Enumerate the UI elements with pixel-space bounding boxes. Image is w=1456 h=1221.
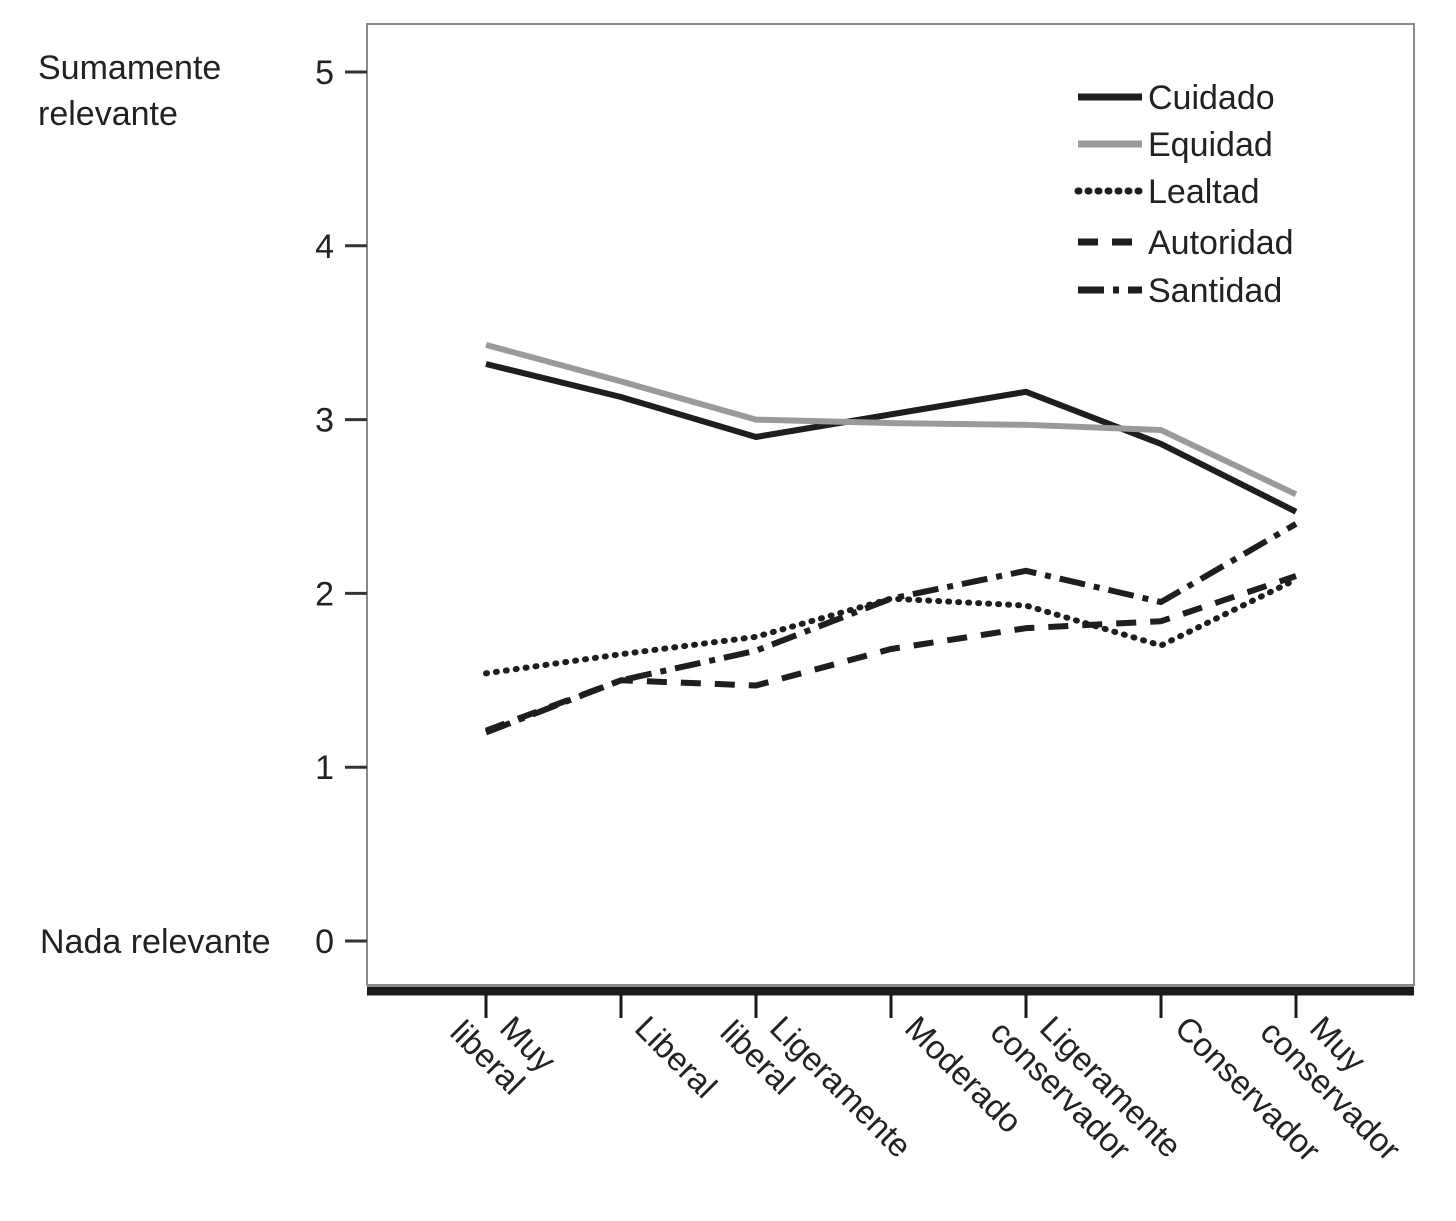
y-top-label-line-2: relevante xyxy=(38,95,178,133)
x-category-label-line: Liberal xyxy=(628,1009,724,1105)
x-category-label: Muyliberal xyxy=(444,986,564,1106)
y-tick-label: 1 xyxy=(315,749,334,787)
y-bottom-label: Nada relevante xyxy=(40,923,271,961)
legend-label-santidad: Santidad xyxy=(1148,272,1282,310)
y-top-label: Sumamente relevante xyxy=(38,49,231,133)
series-line-cuidado xyxy=(485,361,1298,515)
legend: Cuidado Equidad Lealtad Autoridad Santidad xyxy=(1074,79,1294,310)
y-axis-ticks: 0 1 2 3 4 5 xyxy=(315,54,367,961)
y-top-label-line-1: Sumamente xyxy=(38,49,221,87)
x-category-label: Ligeramenteliberal xyxy=(714,986,919,1191)
x-category-label: Ligeramenteconservador xyxy=(984,986,1189,1191)
legend-label-equidad: Equidad xyxy=(1148,126,1273,164)
series-lines xyxy=(483,341,1299,736)
legend-label-cuidado: Cuidado xyxy=(1148,79,1275,117)
legend-label-autoridad: Autoridad xyxy=(1148,224,1294,262)
x-axis-ticks: Muyliberal Liberal Ligeramenteliberal Moder… xyxy=(444,986,1408,1191)
plot-frame xyxy=(366,23,1415,986)
y-tick-label: 4 xyxy=(315,228,334,266)
series-line-santidad xyxy=(484,521,1298,736)
y-tick-label: 0 xyxy=(315,923,334,961)
x-category-label: Liberal xyxy=(628,1009,724,1105)
series-line-autoridad xyxy=(484,573,1297,734)
series-line-lealtad xyxy=(483,576,1299,677)
y-tick-label: 3 xyxy=(315,402,334,440)
y-tick-label: 5 xyxy=(315,54,334,92)
series-line-equidad xyxy=(485,341,1298,498)
legend-label-lealtad: Lealtad xyxy=(1148,173,1260,211)
y-tick-label: 2 xyxy=(315,575,334,613)
